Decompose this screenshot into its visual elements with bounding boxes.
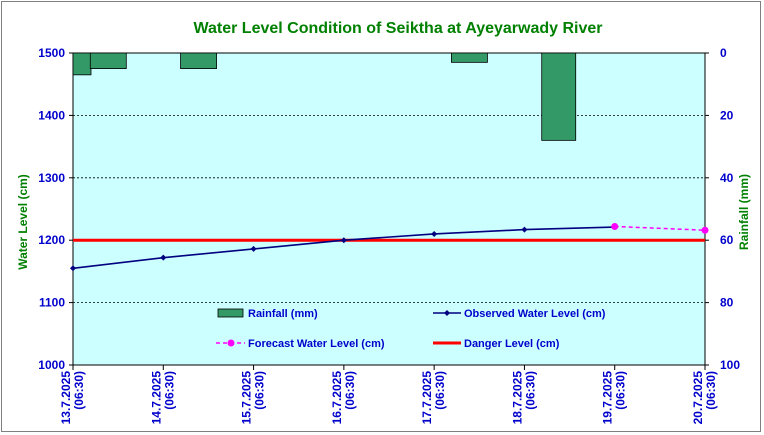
observed-point	[250, 245, 257, 252]
x-tick-label-group: 16.7.2025 (06:30)	[330, 371, 357, 425]
x-tick-label-date: 17.7.2025	[420, 371, 434, 425]
right-tick-label: 20	[720, 108, 734, 122]
x-tick-label-group: 19.7.2025 (06:30)	[601, 371, 628, 425]
observed-point	[340, 237, 347, 244]
right-tick-label: 80	[720, 296, 734, 310]
left-tick-label: 1200	[38, 233, 65, 247]
observed-water-level-series	[70, 224, 618, 272]
legend-label-forecast: Forecast Water Level (cm)	[248, 338, 385, 350]
x-tick-label-time: (06:30)	[614, 371, 628, 410]
x-tick-label-time: (06:30)	[162, 371, 176, 410]
x-tick-label-date: 13.7.2025	[59, 371, 73, 425]
rainfall-bars	[72, 52, 577, 141]
rainfall-bar	[451, 52, 488, 63]
x-tick-label-date: 19.7.2025	[601, 371, 615, 425]
observed-point	[521, 226, 528, 233]
x-tick-label-time: (06:30)	[72, 371, 86, 410]
x-tick-label-time: (06:30)	[253, 371, 267, 410]
rainfall-bar	[89, 52, 127, 69]
legend-marker-observed	[444, 310, 450, 316]
forecast-point	[611, 222, 619, 230]
rainfall-bar	[541, 52, 577, 141]
observed-point	[431, 230, 438, 237]
left-axis-ticks: 1000 1100 1200 1300 1400 1500	[38, 46, 73, 372]
legend-marker-forecast	[227, 339, 235, 347]
forecast-point	[701, 226, 709, 234]
observed-point	[160, 254, 167, 261]
x-tick-label-group: 18.7.2025 (06:30)	[510, 371, 537, 425]
x-axis-ticks: 13.7.2025 (06:30) 14.7.2025 (06:30) 15.7.202…	[59, 365, 718, 424]
x-tick-label-time: (06:30)	[704, 371, 718, 410]
left-axis-title: Water Level (cm)	[16, 174, 30, 270]
right-tick-label: 60	[720, 233, 734, 247]
right-tick-label: 0	[720, 46, 727, 60]
legend-label-rainfall: Rainfall (mm)	[248, 308, 318, 320]
right-axis-title: Rainfall (mm)	[737, 174, 751, 250]
x-tick-label-time: (06:30)	[343, 371, 357, 410]
legend-label-danger: Danger Level (cm)	[464, 338, 560, 350]
x-tick-label-date: 15.7.2025	[240, 371, 254, 425]
x-tick-label-group: 15.7.2025 (06:30)	[240, 371, 267, 425]
x-tick-label-group: 14.7.2025 (06:30)	[149, 371, 176, 425]
right-axis-ticks: 0 20 40 60 80 100	[705, 46, 740, 372]
x-tick-label-date: 16.7.2025	[330, 371, 344, 425]
x-tick-label-date: 18.7.2025	[510, 371, 524, 425]
left-tick-label: 1500	[38, 46, 65, 60]
right-tick-label: 100	[720, 358, 740, 372]
x-tick-label-time: (06:30)	[433, 371, 447, 410]
left-tick-label: 1400	[38, 108, 65, 122]
x-tick-label-group: 13.7.2025 (06:30)	[59, 371, 86, 425]
forecast-line	[614, 225, 706, 231]
x-tick-label-date: 14.7.2025	[149, 371, 163, 425]
right-tick-label: 40	[720, 171, 734, 185]
legend: Rainfall (mm) Observed Water Level (cm) …	[216, 308, 606, 350]
rainfall-bar	[72, 52, 92, 76]
x-tick-label-group: 17.7.2025 (06:30)	[420, 371, 447, 425]
legend-label-observed: Observed Water Level (cm)	[464, 308, 606, 320]
legend-swatch-rainfall	[217, 308, 244, 318]
x-tick-label-time: (06:30)	[523, 371, 537, 410]
plot-area	[72, 52, 706, 366]
observed-point	[70, 265, 76, 272]
rainfall-bar	[180, 52, 217, 69]
x-tick-label-date: 20.7.2025	[691, 371, 705, 425]
left-tick-label: 1100	[39, 296, 65, 310]
forecast-water-level-series	[611, 222, 709, 234]
left-tick-label: 1000	[38, 358, 65, 372]
left-tick-label: 1300	[38, 171, 65, 185]
x-tick-label-group: 20.7.2025 (06:30)	[691, 371, 718, 425]
chart-title: Water Level Condition of Seiktha at Ayey…	[194, 20, 603, 37]
